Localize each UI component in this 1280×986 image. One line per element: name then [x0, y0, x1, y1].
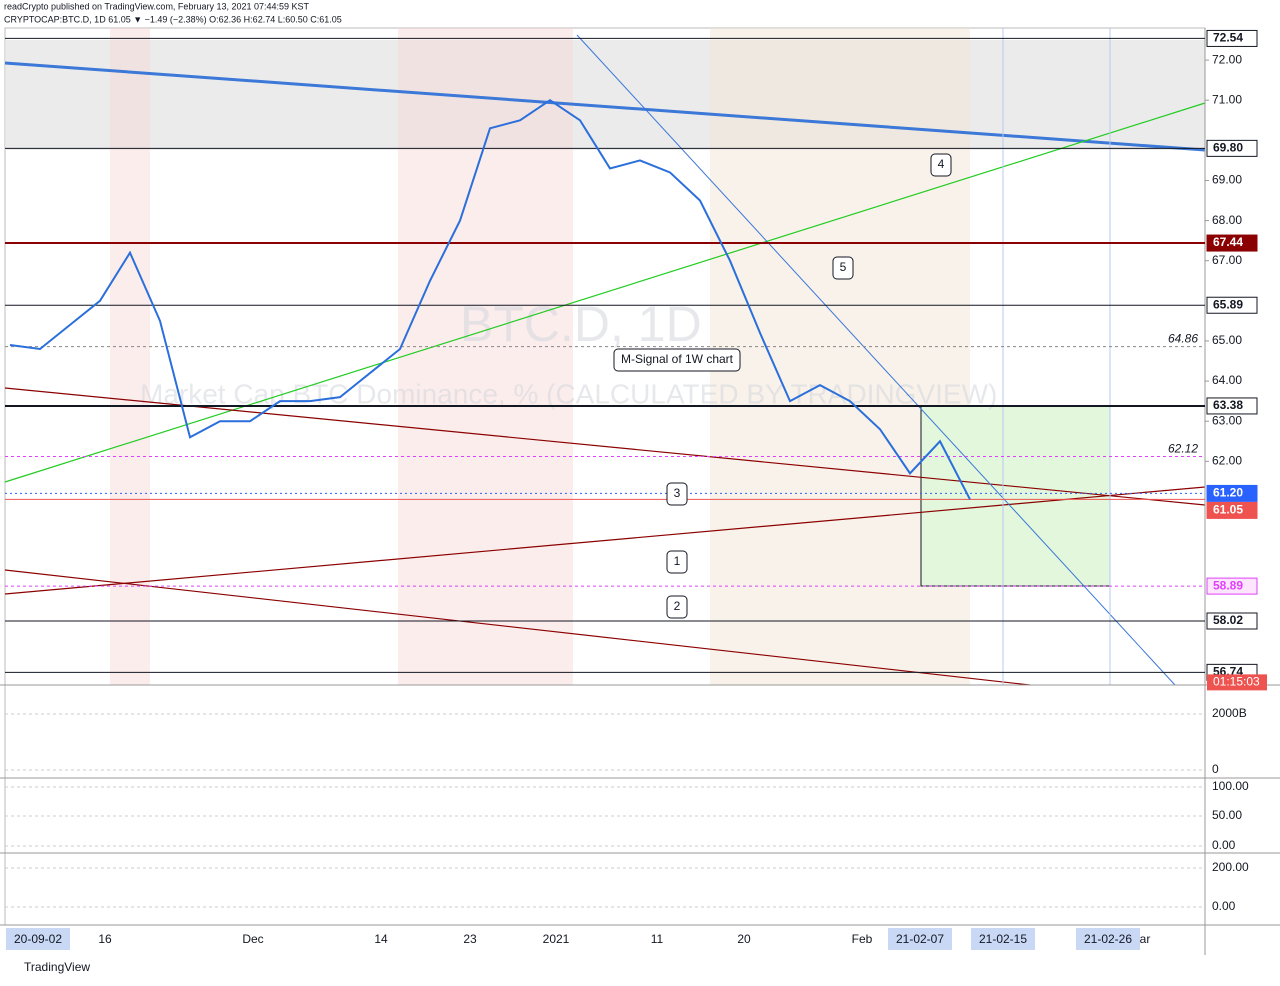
y-tick-label: 68.00: [1212, 213, 1242, 227]
x-label-box: [6, 928, 70, 950]
y-tick-label: 71.00: [1212, 92, 1242, 106]
trendline: [4, 486, 1206, 595]
panel-tick-label: 50.00: [1212, 808, 1242, 822]
y-tick-label: 67.00: [1212, 253, 1242, 267]
x-tick-label: 11: [651, 932, 664, 946]
annotation: 1: [674, 554, 681, 568]
zone: [398, 28, 573, 685]
x-tick-label: 21-02-07: [896, 932, 944, 946]
level-label: 61.20: [1213, 486, 1243, 500]
annotation: 5: [840, 260, 847, 274]
x-tick-label: 20: [737, 932, 751, 946]
publisher: readCrypto published on TradingView.com,…: [4, 1, 310, 11]
panel-tick-label: 0: [1212, 762, 1219, 776]
trendline: [4, 569, 1031, 686]
panel-tick-label: 0.00: [1212, 838, 1236, 852]
annotation: 2: [674, 599, 681, 613]
level-label: 64.86: [1168, 332, 1198, 346]
x-tick-label: Feb: [852, 932, 873, 946]
annotation-box: [930, 153, 952, 177]
trendline: [4, 61, 1206, 152]
panel-tick-label: 2000B: [1212, 706, 1247, 720]
y-tick-label: 69.00: [1212, 173, 1242, 187]
x-tick-label: Dec: [242, 932, 263, 946]
symbol-info: CRYPTOCAP:BTC.D, 1D 61.05 ▼ −1.49 (−2.38…: [4, 14, 342, 24]
annotation-box: [666, 482, 688, 506]
x-label-box: [971, 928, 1035, 950]
y-tick-label: 64.00: [1212, 373, 1242, 387]
y-tick-label: 72.00: [1212, 52, 1242, 66]
x-tick-label: 16: [98, 932, 112, 946]
annotation-box: [666, 550, 688, 574]
zone: [110, 28, 150, 685]
level-label-box: [1206, 234, 1258, 252]
level-label: 58.89: [1213, 578, 1243, 592]
zone: [5, 40, 1205, 150]
level-label-box: [1206, 29, 1258, 47]
trendline: [4, 387, 1206, 506]
annotation: 4: [938, 157, 945, 171]
y-tick-label: 62.00: [1212, 453, 1242, 467]
y-tick-label: 63.00: [1212, 413, 1242, 427]
x-label-box: [888, 928, 952, 950]
panel-tick-label: 0.00: [1212, 899, 1236, 913]
level-label: 67.44: [1213, 235, 1243, 249]
x-tick-label: ar: [1140, 932, 1151, 946]
annotation-box: [666, 595, 688, 619]
level-label-box: [1206, 397, 1258, 415]
countdown-box: [1207, 674, 1267, 691]
level-label: 58.02: [1213, 613, 1243, 627]
level-label: 72.54: [1213, 31, 1243, 45]
x-tick-label: 21-02-15: [979, 932, 1027, 946]
watermark-sub: Market Cap BTC Dominance, % (CALCULATED …: [140, 378, 997, 409]
level-label: 61.05: [1213, 503, 1243, 517]
level-label-box: [1206, 484, 1258, 502]
level-label-box: [1206, 577, 1258, 595]
annotation-box: [613, 348, 741, 372]
price-line: [9, 99, 971, 500]
x-tick-label: 20-09-02: [14, 932, 62, 946]
level-label: 63.38: [1213, 398, 1243, 412]
trendline: [576, 34, 1176, 686]
x-tick-label: 14: [374, 932, 388, 946]
x-tick-label: 21-02-26: [1084, 932, 1132, 946]
annotation: 3: [674, 486, 681, 500]
level-label: 62.12: [1168, 442, 1198, 456]
annotation-box: [832, 256, 854, 280]
x-label-box: [1076, 928, 1140, 950]
level-label-box: [1206, 296, 1258, 314]
target-box: [920, 405, 1111, 587]
footer-logo: TradingView: [24, 960, 90, 974]
level-label: 65.89: [1213, 297, 1243, 311]
level-label-box: [1206, 139, 1258, 157]
panel-tick-label: 200.00: [1212, 860, 1249, 874]
annotation: M-Signal of 1W chart: [621, 352, 734, 366]
countdown: 01:15:03: [1213, 675, 1260, 689]
level-label-box: [1206, 612, 1258, 630]
y-tick-label: 65.00: [1212, 333, 1242, 347]
x-tick-label: 2021: [543, 932, 570, 946]
x-tick-label: 23: [463, 932, 477, 946]
watermark: BTC.D, 1D: [460, 296, 702, 352]
trendline: [4, 102, 1206, 483]
level-label-box: [1206, 501, 1258, 519]
level-label: 69.80: [1213, 141, 1243, 155]
panel-tick-label: 100.00: [1212, 779, 1249, 793]
